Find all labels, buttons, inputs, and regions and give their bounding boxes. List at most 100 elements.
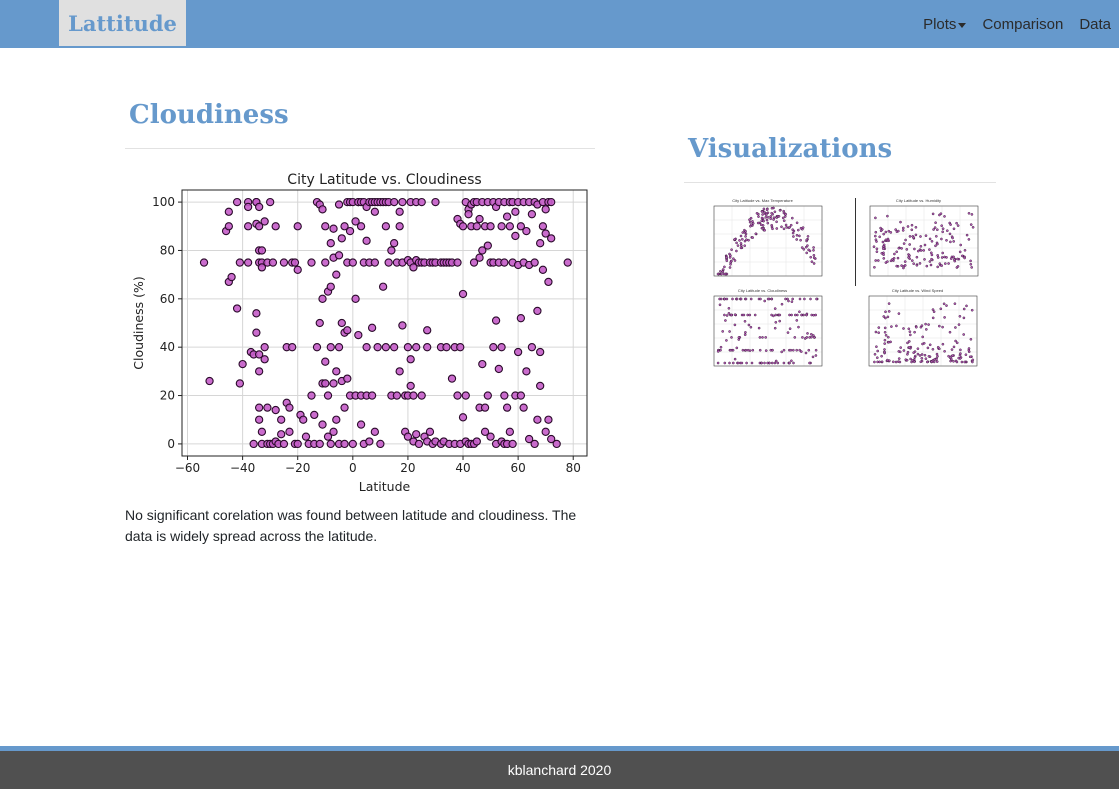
thumb-point xyxy=(916,347,920,351)
thumb-point xyxy=(727,311,731,315)
nav-comparison-link[interactable]: Comparison xyxy=(982,15,1064,33)
thumb-point xyxy=(782,348,786,352)
data-point xyxy=(458,222,468,231)
thumb-point xyxy=(882,232,886,236)
thumb-point xyxy=(807,348,811,352)
thumb-wind-speed[interactable]: City Latitude vs. Wind Speed xyxy=(855,288,980,376)
thumb-point xyxy=(883,338,887,342)
thumb-point xyxy=(805,251,808,255)
data-point xyxy=(326,343,335,352)
data-point xyxy=(323,432,333,441)
data-point xyxy=(376,439,385,449)
thumb-max-temperature[interactable]: City Latitude vs. Max Temperature xyxy=(700,198,825,286)
data-point xyxy=(340,222,349,231)
data-point xyxy=(494,364,503,374)
thumb-point xyxy=(761,226,765,230)
thumb-point xyxy=(744,331,747,334)
thumb-point xyxy=(801,226,805,229)
data-point xyxy=(254,367,264,376)
data-point xyxy=(326,239,335,248)
data-point xyxy=(329,427,338,436)
thumb-point xyxy=(806,244,809,247)
thumb-point xyxy=(790,313,793,317)
data-point xyxy=(277,415,286,424)
data-point xyxy=(367,323,377,332)
thumb-point xyxy=(957,356,960,360)
data-point xyxy=(334,200,344,209)
data-point xyxy=(489,343,498,352)
thumb-point xyxy=(806,235,810,238)
thumb-point xyxy=(748,218,751,222)
thumb-point xyxy=(798,310,801,314)
brand-logo[interactable]: Lattitude xyxy=(59,0,186,46)
thumb-point xyxy=(914,225,918,229)
thumb-point xyxy=(725,259,729,263)
nav-plots-dropdown[interactable]: Plots xyxy=(915,16,974,33)
thumb-point xyxy=(963,249,967,252)
thumb-point xyxy=(766,221,770,225)
thumb-point xyxy=(889,259,893,263)
data-point xyxy=(293,265,302,274)
data-point xyxy=(271,405,280,415)
data-point xyxy=(323,391,333,400)
data-point xyxy=(486,432,495,441)
thumb-point xyxy=(725,256,729,259)
nav-data-link[interactable]: Data xyxy=(1079,15,1111,33)
data-point xyxy=(199,258,209,267)
data-point xyxy=(409,391,418,400)
visualizations-title: Visualizations xyxy=(688,134,893,164)
data-point xyxy=(254,202,264,212)
thumb-point xyxy=(902,226,905,230)
thumb-point xyxy=(760,361,764,365)
thumb-frame xyxy=(869,205,979,277)
thumb-point xyxy=(928,248,931,251)
data-point xyxy=(478,359,487,369)
thumb-point xyxy=(957,323,961,326)
thumb-point xyxy=(949,223,952,226)
thumb-point xyxy=(932,228,935,231)
thumb-point xyxy=(955,221,958,225)
thumb-point xyxy=(913,247,916,251)
thumb-point xyxy=(926,360,929,364)
thumb-point xyxy=(729,259,733,263)
thumb-point xyxy=(899,220,902,224)
thumb-point xyxy=(739,234,743,238)
thumb-point xyxy=(934,244,937,248)
thumb-point xyxy=(952,360,955,363)
data-point xyxy=(279,258,289,267)
thumb-point xyxy=(774,313,777,317)
thumb-point xyxy=(911,259,914,262)
data-point xyxy=(337,234,346,243)
thumb-point xyxy=(915,325,918,329)
data-point xyxy=(475,253,484,262)
thumb-point xyxy=(935,352,939,356)
thumb-point xyxy=(744,230,747,233)
thumb-point xyxy=(927,355,931,358)
data-point xyxy=(381,343,391,352)
data-point xyxy=(235,379,245,388)
thumb-point xyxy=(808,249,812,253)
data-point xyxy=(260,343,269,352)
thumb-point xyxy=(912,236,916,239)
data-point xyxy=(254,350,264,359)
thumb-point xyxy=(955,341,959,345)
thumb-point xyxy=(744,348,748,352)
thumb-humidity[interactable]: City Latitude vs. Humidity xyxy=(855,198,980,286)
data-point xyxy=(343,374,352,383)
thumb-point xyxy=(924,322,927,326)
thumb-point xyxy=(755,211,759,215)
thumb-point xyxy=(778,313,782,317)
thumb-point xyxy=(940,224,943,228)
thumb-cloudiness[interactable]: City Latitude vs. Cloudiness xyxy=(700,288,825,376)
thumb-point xyxy=(895,264,899,268)
thumb-point xyxy=(908,346,911,349)
x-tick-label: −60 xyxy=(175,461,200,475)
thumb-point xyxy=(727,306,731,310)
data-point xyxy=(538,222,548,231)
thumb-point xyxy=(723,313,726,317)
thumb-point xyxy=(879,226,882,230)
thumb-point xyxy=(886,260,889,263)
thumb-point xyxy=(879,229,883,233)
thumb-point xyxy=(884,310,887,314)
thumb-frame xyxy=(713,205,823,277)
